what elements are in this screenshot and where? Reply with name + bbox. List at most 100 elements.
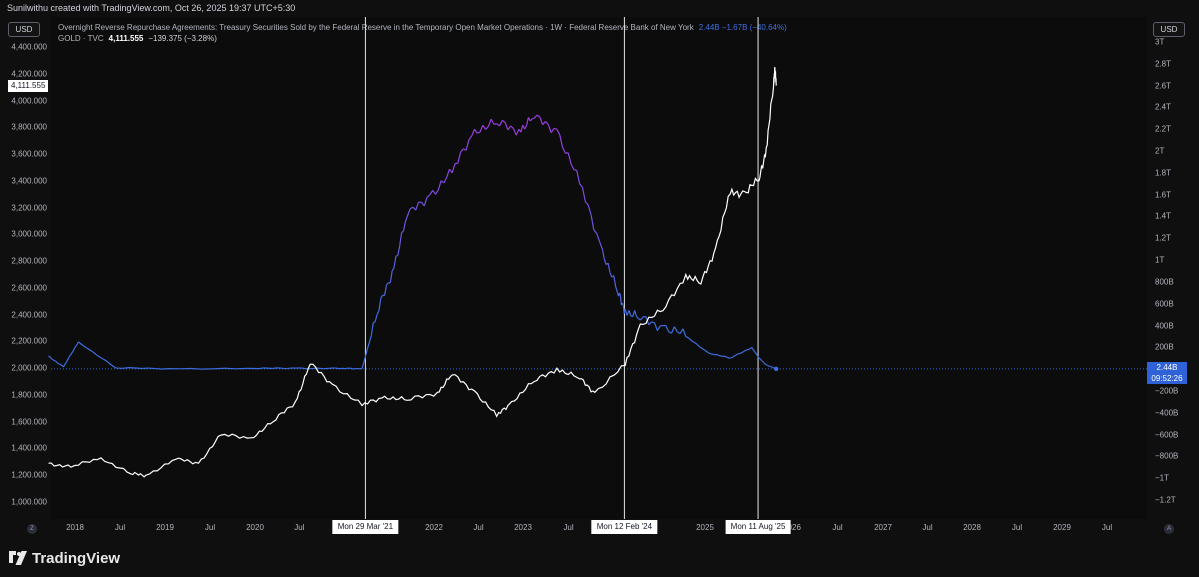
left-axis-tick: 3,000.000 bbox=[11, 229, 47, 239]
rrp-series-segment bbox=[570, 163, 575, 170]
right-axis-tick: 600B bbox=[1155, 299, 1174, 309]
right-axis-tick: 2.6T bbox=[1155, 81, 1172, 91]
left-axis-unit[interactable]: USD bbox=[8, 22, 40, 37]
rrp-series-segment bbox=[374, 314, 378, 322]
right-axis-tick: 2.8T bbox=[1155, 59, 1172, 69]
left-axis-tick: 3,200.000 bbox=[11, 203, 47, 213]
rrp-series-segment bbox=[72, 347, 76, 352]
x-axis-tick: 2018 bbox=[66, 523, 84, 532]
legend-rrp-value: 2.44B −1.67B (−40.64%) bbox=[698, 23, 787, 32]
rrp-series-segment bbox=[397, 245, 401, 256]
rrp-series-segment bbox=[386, 282, 389, 286]
x-axis-tick: Jul bbox=[563, 523, 574, 532]
right-axis-unit[interactable]: USD bbox=[1153, 22, 1185, 37]
legend-rrp[interactable]: Overnight Reverse Repurchase Agreements:… bbox=[58, 23, 787, 32]
rrp-series-segment bbox=[762, 361, 764, 363]
left-axis-tick: 2,000.000 bbox=[11, 363, 47, 373]
rrp-series-segment bbox=[638, 318, 641, 321]
rrp-series-segment bbox=[584, 201, 589, 206]
rrp-series-segment bbox=[596, 233, 601, 242]
rrp-last-point bbox=[773, 366, 779, 372]
auto-scale-left-button[interactable]: Z bbox=[27, 524, 37, 534]
rrp-series-segment bbox=[479, 124, 484, 133]
marker-date-label: Mon 29 Mar '21 bbox=[332, 520, 399, 534]
rrp-series-segment bbox=[559, 134, 564, 148]
left-axis-tick: 2,800.000 bbox=[11, 256, 47, 266]
rrp-series-segment bbox=[751, 347, 754, 350]
x-axis-tick: Jul bbox=[473, 523, 484, 532]
rrp-series-segment bbox=[68, 353, 72, 358]
rrp-series-segment bbox=[457, 151, 462, 164]
right-axis-tick: 1.2T bbox=[1155, 233, 1172, 243]
rrp-series-segment bbox=[101, 357, 107, 362]
rrp-series-segment bbox=[624, 308, 628, 316]
rrp-series-segment bbox=[76, 341, 79, 346]
rrp-series-segment bbox=[651, 321, 655, 324]
rrp-series-segment bbox=[618, 292, 621, 296]
rrp-series-segment bbox=[372, 321, 376, 324]
right-axis-tick: 200B bbox=[1155, 342, 1174, 352]
left-axis-tick: 2,400.000 bbox=[11, 310, 47, 320]
x-axis-tick: 2019 bbox=[156, 523, 174, 532]
rrp-series-segment bbox=[49, 356, 53, 360]
auto-scale-right-button[interactable]: A bbox=[1164, 524, 1174, 534]
rrp-series-segment bbox=[435, 189, 439, 195]
marker-date-label: Mon 11 Aug '25 bbox=[725, 520, 791, 534]
x-axis-tick: Jul bbox=[294, 523, 305, 532]
rrp-series-segment bbox=[634, 310, 638, 317]
rrp-series-segment bbox=[553, 127, 558, 130]
rrp-series-segment bbox=[708, 352, 712, 355]
rrp-series-segment bbox=[727, 356, 731, 359]
rrp-series-segment bbox=[477, 131, 481, 134]
rrp-series-segment bbox=[738, 352, 742, 355]
rrp-series-segment bbox=[409, 206, 414, 210]
rrp-series-segment bbox=[512, 128, 517, 136]
left-axis-tick: 1,000.000 bbox=[11, 497, 47, 507]
rrp-series-segment bbox=[679, 328, 684, 334]
rrp-series-segment bbox=[406, 208, 411, 217]
rrp-series-segment bbox=[536, 114, 541, 118]
left-axis-tick: 4,000.000 bbox=[11, 96, 47, 106]
rrp-series-segment bbox=[735, 353, 739, 356]
rrp-series-segment bbox=[451, 163, 456, 174]
rrp-series-segment bbox=[556, 128, 561, 135]
rrp-series-segment bbox=[673, 326, 678, 333]
rrp-series-segment bbox=[702, 348, 706, 352]
rrp-series-segment bbox=[258, 367, 264, 370]
rrp-series-segment bbox=[757, 356, 760, 359]
rrp-series-segment bbox=[759, 358, 762, 360]
legend-gold[interactable]: GOLD · TVC 4,111.555 −139.375 (−3.28%) bbox=[58, 34, 217, 43]
rrp-series-segment bbox=[365, 348, 369, 356]
rrp-series-segment bbox=[48, 355, 51, 358]
x-axis-tick: 2020 bbox=[246, 523, 264, 532]
rrp-series-segment bbox=[361, 362, 365, 369]
tradingview-logo[interactable]: TradingView bbox=[8, 548, 120, 568]
rrp-series-segment bbox=[636, 316, 639, 319]
rrp-series-segment bbox=[770, 366, 773, 368]
rrp-series-segment bbox=[761, 360, 763, 363]
rrp-series-segment bbox=[82, 345, 89, 350]
rrp-series-segment bbox=[576, 170, 581, 184]
rrp-series-segment bbox=[716, 353, 720, 357]
rrp-series-segment bbox=[122, 367, 130, 369]
rrp-series-segment bbox=[619, 295, 622, 306]
rrp-series-segment bbox=[760, 359, 763, 362]
rrp-series-segment bbox=[628, 310, 632, 317]
left-axis-tick: 2,200.000 bbox=[11, 336, 47, 346]
rrp-series-segment bbox=[573, 169, 577, 172]
rrp-series-segment bbox=[613, 275, 617, 287]
rrp-series-segment bbox=[92, 351, 98, 356]
rrp-series-segment bbox=[601, 249, 605, 260]
rrp-series-segment bbox=[565, 152, 569, 154]
rrp-series-segment bbox=[529, 118, 533, 122]
rrp-series-segment bbox=[765, 363, 767, 366]
rrp-series-segment bbox=[724, 355, 728, 358]
x-axis-tick: Jul bbox=[1011, 523, 1023, 532]
rrp-series-segment bbox=[51, 358, 55, 361]
rrp-series-segment bbox=[393, 256, 397, 268]
rrp-series-segment bbox=[490, 118, 495, 125]
rrp-series-segment bbox=[66, 356, 70, 362]
rrp-series-segment bbox=[317, 367, 324, 370]
rrp-series-segment bbox=[656, 325, 661, 331]
